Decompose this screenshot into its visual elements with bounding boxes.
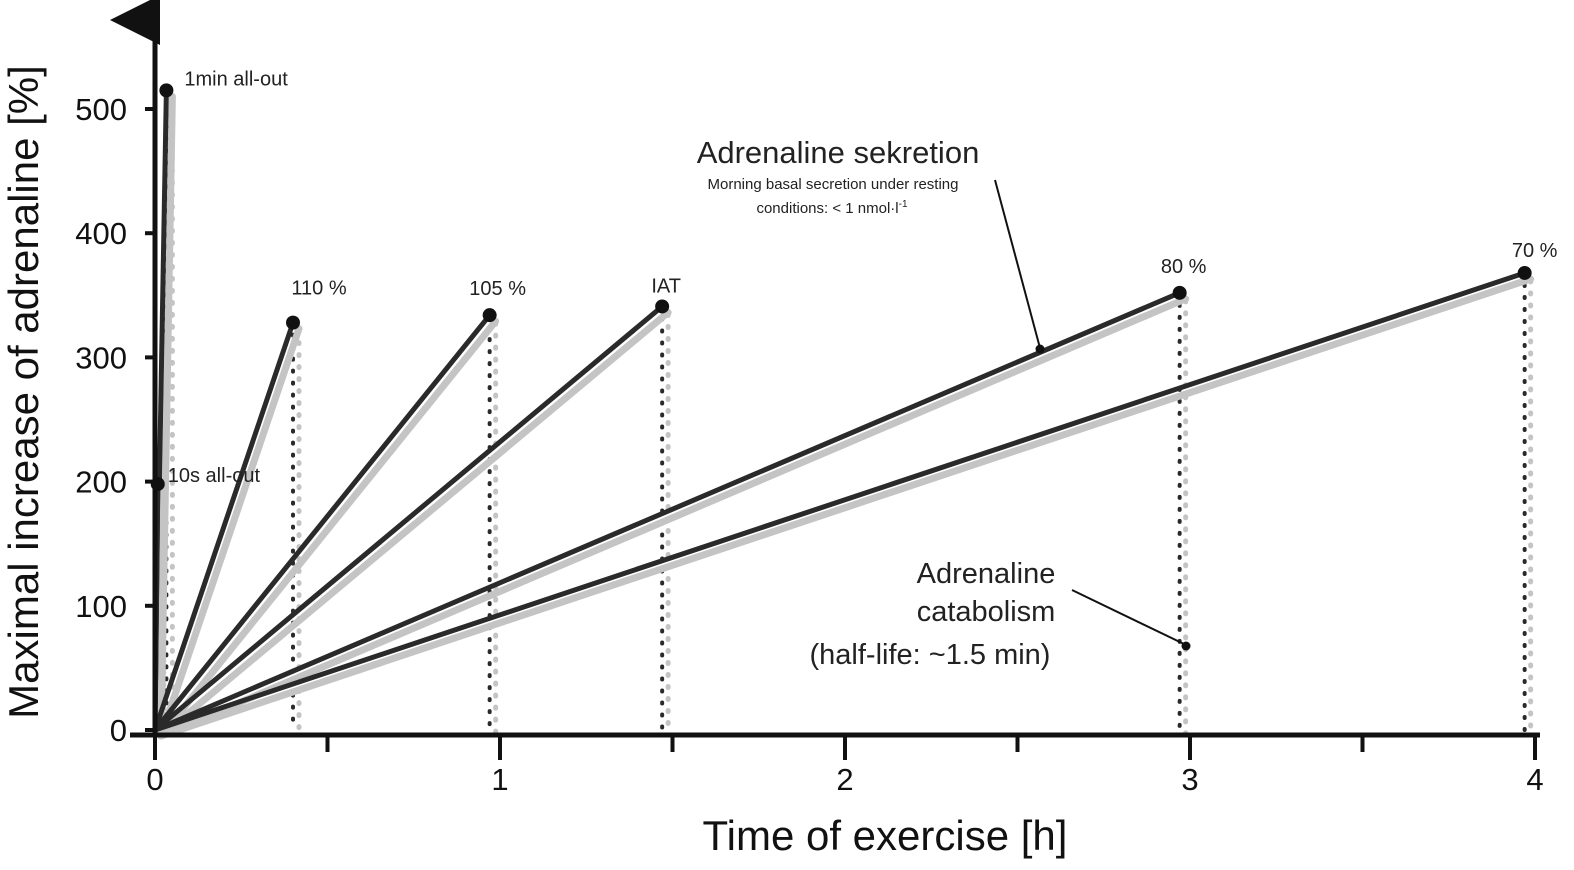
series-end-point [655, 299, 670, 314]
catabolism-pointer [1071, 589, 1185, 645]
series-point-label: IAT [651, 275, 681, 297]
series-line [152, 270, 1528, 733]
series-line [152, 303, 665, 733]
series-line-shadow [157, 325, 303, 740]
secretion-pointer-dot [1035, 344, 1045, 354]
series-end-point [482, 308, 497, 323]
y-axis-title: Maximal increase of adrenaline [%] [0, 65, 47, 719]
series-point-label: 105 % [469, 278, 526, 300]
series-end-point [1172, 285, 1187, 300]
catabolism-annotation-line3: (half-life: ~1.5 min) [810, 639, 1051, 671]
series-line-shadow [157, 275, 1535, 740]
series-line-shadow [157, 317, 500, 740]
series-line-shadow [157, 295, 1190, 740]
y-tick-label: 100 [75, 589, 127, 624]
catabolism-annotation-line1: Adrenaline [917, 558, 1056, 590]
catabolism-pointer-dot [1181, 641, 1191, 651]
y-tick-label: 200 [75, 465, 127, 500]
secretion-pointer [994, 179, 1041, 349]
x-tick-label: 2 [836, 762, 853, 797]
x-axis-title: Time of exercise [h] [703, 812, 1068, 859]
secretion-annotation-sub-line2: conditions: < 1 nmol·l-1 [756, 199, 907, 217]
series-lines [152, 87, 1535, 740]
y-tick-label: 0 [110, 713, 127, 748]
series-line-shadow [157, 486, 168, 740]
x-tick-label: 0 [146, 762, 163, 797]
axis-ticks: 0 100 200 300 400 500 0 1 2 3 4 [75, 92, 1543, 797]
series-line [152, 312, 493, 733]
series-point-label: 1min all-out [184, 68, 288, 90]
series-point-label: 110 % [291, 278, 346, 300]
x-tick-label: 1 [491, 762, 508, 797]
series-line-shadow [157, 308, 672, 740]
series-end-point [150, 477, 165, 492]
series-point-label: 70 % [1512, 240, 1558, 262]
catabolism-annotation-line2: catabolism [917, 596, 1056, 628]
series-end-point [286, 315, 300, 330]
series-line [152, 290, 1183, 733]
secretion-annotation-title: Adrenaline sekretion [697, 135, 980, 170]
y-tick-label: 400 [75, 216, 127, 251]
x-tick-label: 4 [1526, 762, 1543, 797]
series-point-label: 80 % [1161, 256, 1207, 278]
secretion-sub-text: conditions: < 1 nmol·l [756, 200, 898, 217]
secretion-sub-superscript: -1 [899, 199, 908, 210]
series-point-label: 10s all-out [168, 465, 261, 487]
x-tick-label: 3 [1181, 762, 1198, 797]
y-tick-label: 300 [75, 340, 127, 375]
series-line [152, 320, 296, 733]
y-tick-label: 500 [75, 92, 127, 127]
series-end-point [159, 83, 174, 98]
series-end-point [1517, 265, 1532, 280]
secretion-annotation-sub-line1: Morning basal secretion under resting [708, 176, 959, 193]
series-points: 1min all-out 10s all-out 110 % 105 % IAT 80 %… [150, 68, 1558, 492]
